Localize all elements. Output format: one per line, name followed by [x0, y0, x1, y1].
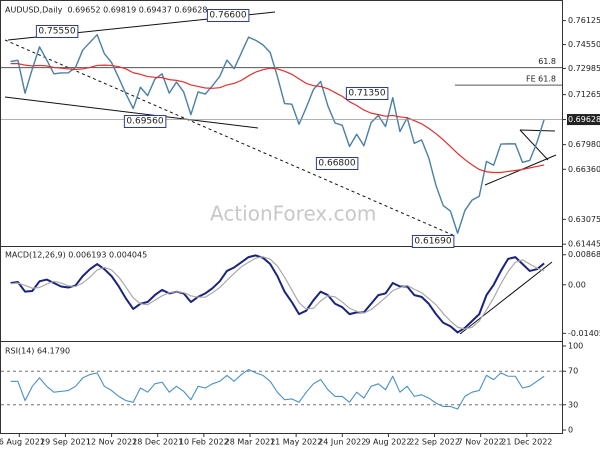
panel-title: RSI(14) 64.1790	[5, 347, 70, 356]
series-line	[10, 34, 545, 234]
trend-line	[4, 96, 259, 129]
y-tick-label: 70	[568, 367, 578, 376]
y-tick-label: 0.00	[568, 280, 586, 289]
y-tick-label: 0.61445	[568, 240, 600, 249]
trend-line	[519, 129, 556, 132]
y-tick-label: 0.72985	[568, 64, 600, 73]
x-tick-label: 21 Dec 2022	[501, 438, 552, 447]
x-tick-label: 28 Dec 2021	[132, 438, 183, 447]
annotation-box	[315, 157, 359, 170]
x-tick-label: 22 Sep 2022	[409, 438, 460, 447]
rsi-frame	[0, 341, 563, 434]
annotation: 0.76600	[209, 11, 246, 21]
y-tick-label: 100	[568, 342, 583, 351]
y-tick-label: 0.66360	[568, 165, 600, 174]
x-tick-label: 11 May 2022	[270, 438, 322, 447]
annotation: 0.71350	[348, 89, 385, 99]
annotation-box	[123, 115, 167, 128]
series-line	[10, 368, 545, 410]
annotation-box	[411, 235, 455, 248]
y-tick-label: 0	[568, 426, 573, 435]
y-tick-label: 0.74550	[568, 40, 600, 49]
annotation-box	[345, 87, 389, 100]
watermark: ActionForex.com	[210, 202, 376, 226]
series-line	[10, 256, 545, 330]
trend-line	[459, 261, 553, 335]
level-label: FE 61.8	[526, 75, 556, 84]
x-tick-label: 9 Aug 2022	[365, 438, 411, 447]
annotation: 0.69560	[126, 117, 163, 127]
trend-line	[4, 39, 456, 237]
y-tick-label: 0.63075	[568, 215, 600, 224]
level-label: 61.8	[538, 57, 556, 66]
panel-title: AUDUSD,Daily 0.69652 0.69819 0.69437 0.6…	[5, 6, 207, 15]
trend-line	[519, 129, 549, 161]
y-tick-label: 0.67980	[568, 140, 600, 149]
annotation: 0.61690	[414, 237, 451, 247]
y-tick-label: 0.76125	[568, 16, 600, 25]
annotation-box	[35, 25, 79, 38]
y-tick-label: 0.71265	[568, 90, 600, 99]
x-tick-label: 28 Mar 2022	[225, 438, 276, 447]
y-tick-label: 30	[568, 400, 578, 409]
annotation: 0.66800	[318, 159, 355, 169]
annotation-box	[206, 9, 250, 22]
annotation: 0.75550	[38, 27, 75, 37]
series-line	[10, 254, 545, 334]
last-price-box	[567, 114, 600, 126]
series-line	[10, 63, 545, 174]
x-tick-label: 10 Feb 2022	[179, 438, 229, 447]
x-tick-label: 24 Jun 2022	[318, 438, 366, 447]
panel-title: MACD(12,26,9) 0.006193 0.004045	[5, 251, 147, 260]
y-tick-label: -0.014056	[568, 329, 600, 338]
y-tick-label: 0.008687	[568, 250, 600, 259]
x-tick-label: 12 Nov 2021	[86, 438, 137, 447]
y-tick-label: 0.69628	[568, 115, 600, 124]
x-tick-label: 29 Sep 2021	[40, 438, 91, 447]
x-tick-label: 16 Aug 2021	[0, 438, 45, 447]
x-tick-label: 7 Nov 2022	[458, 438, 504, 447]
